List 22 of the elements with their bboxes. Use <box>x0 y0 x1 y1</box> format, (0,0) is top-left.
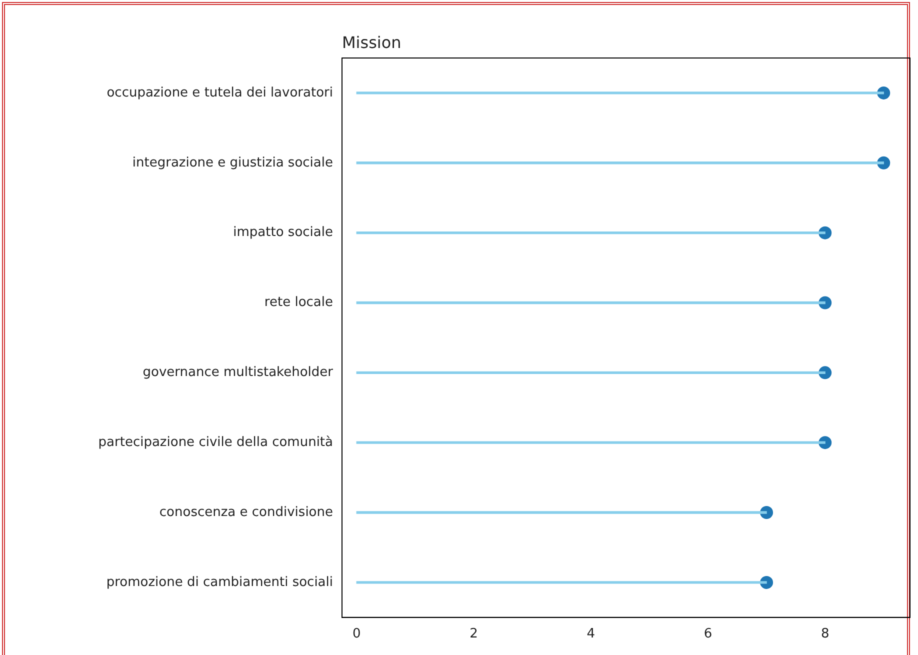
x-tick-label: 2 <box>470 626 478 642</box>
bar <box>356 231 826 234</box>
y-tick-label: integrazione e giustizia sociale <box>132 155 333 170</box>
y-tick-label: conoscenza e condivisione <box>159 504 333 520</box>
y-tick-label: governance multistakeholder <box>142 365 334 380</box>
x-tick-label: 6 <box>704 626 712 642</box>
x-tick-label: 0 <box>352 626 361 642</box>
y-tick-label: rete locale <box>264 295 333 310</box>
y-tick-label: impatto sociale <box>233 225 333 240</box>
y-tick-label: promozione di cambiamenti sociali <box>106 574 333 590</box>
bar <box>356 301 826 304</box>
bar <box>356 371 826 374</box>
x-tick-label: 8 <box>820 626 830 642</box>
bar <box>356 92 884 94</box>
bar <box>356 441 826 444</box>
y-tick-label: occupazione e tutela dei lavoratori <box>106 85 333 100</box>
bar <box>356 511 767 514</box>
bar <box>356 581 767 584</box>
y-tick-label: partecipazione civile della comunità <box>98 434 333 450</box>
x-tick-label: 4 <box>586 626 596 642</box>
bar <box>356 162 884 164</box>
chart-title: Mission <box>342 33 402 52</box>
